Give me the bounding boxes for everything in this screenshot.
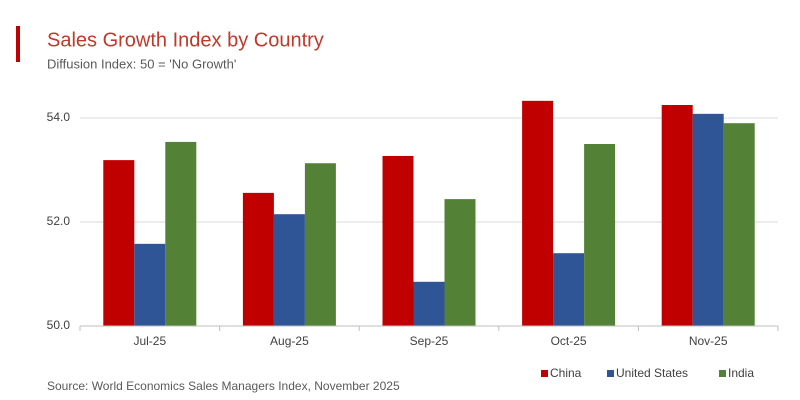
bar (723, 123, 755, 326)
y-tick-label: 50.0 (47, 318, 71, 332)
bar (522, 100, 554, 326)
bar (273, 214, 305, 326)
title-accent (16, 26, 20, 62)
bar (444, 199, 476, 326)
legend-label: China (550, 366, 582, 380)
bar (165, 141, 197, 326)
legend-swatch (607, 370, 614, 377)
x-tick-label: Jul-25 (133, 334, 166, 348)
bar (661, 105, 693, 326)
x-tick-label: Nov-25 (689, 334, 728, 348)
bar (103, 160, 135, 326)
legend-label: United States (616, 366, 688, 380)
bar (304, 163, 336, 326)
source-note: Source: World Economics Sales Managers I… (47, 379, 400, 393)
bar (382, 155, 414, 326)
y-tick-label: 54.0 (47, 110, 71, 124)
x-tick-label: Aug-25 (270, 334, 309, 348)
legend-swatch (541, 370, 548, 377)
legend-label: India (728, 366, 754, 380)
bar (242, 192, 274, 326)
chart-subtitle: Diffusion Index: 50 = 'No Growth' (47, 56, 236, 71)
bar (584, 144, 616, 326)
x-tick-label: Oct-25 (551, 334, 587, 348)
legend-swatch (719, 370, 726, 377)
chart-title: Sales Growth Index by Country (47, 29, 324, 51)
x-tick-label: Sep-25 (410, 334, 449, 348)
bar (692, 113, 724, 326)
bar (553, 253, 585, 326)
bar (134, 243, 166, 326)
y-tick-label: 52.0 (47, 214, 71, 228)
bar (413, 281, 445, 326)
